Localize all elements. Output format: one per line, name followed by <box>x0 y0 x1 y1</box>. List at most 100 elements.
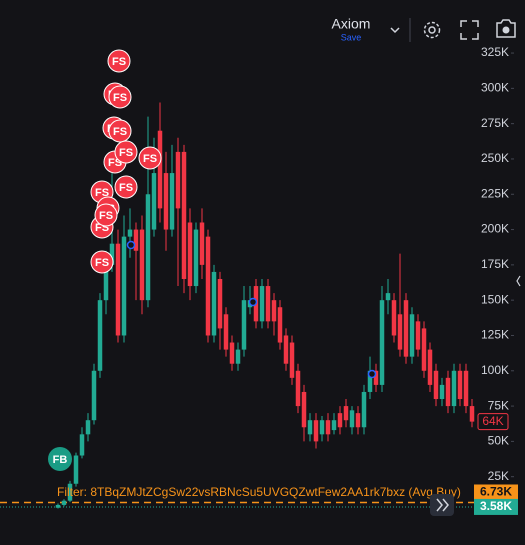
layout-name[interactable]: Axiom <box>332 16 371 32</box>
candle-body <box>181 151 187 279</box>
sell-marker-label: FS <box>112 56 126 68</box>
candle-body <box>415 321 421 350</box>
candle-body <box>133 229 139 251</box>
sell-marker <box>114 175 138 199</box>
candle-body <box>319 420 325 435</box>
candle-body <box>313 420 319 442</box>
candle-body <box>145 194 151 301</box>
sell-marker-label: FS <box>95 257 109 269</box>
sell-marker-label: FS <box>95 187 109 199</box>
scroll-button[interactable] <box>430 494 454 516</box>
candle-body <box>409 314 415 357</box>
candle-body <box>361 391 367 428</box>
candle-body <box>355 413 361 428</box>
sell-marker <box>108 85 132 109</box>
candle-body <box>139 229 145 301</box>
price-label: 3.58K <box>480 499 512 513</box>
candle-body <box>433 370 439 400</box>
candle-body <box>67 483 73 501</box>
y-tick-label: 75K <box>488 398 509 412</box>
snapshot-icon[interactable] <box>496 19 516 38</box>
candle-body <box>403 300 409 357</box>
sell-marker <box>94 203 118 227</box>
candle-body <box>175 151 181 209</box>
candle-body <box>157 130 163 209</box>
candle-body <box>91 370 97 421</box>
price-label: 64K <box>482 414 503 428</box>
candle-body <box>187 222 193 287</box>
candle-body <box>463 370 469 407</box>
candle-body <box>103 264 109 301</box>
settings-icon[interactable] <box>423 21 441 39</box>
candle-body <box>163 173 169 230</box>
sell-marker <box>107 49 131 73</box>
candle-body <box>199 222 205 265</box>
collapse-tab[interactable] <box>516 275 521 287</box>
price-label: 6.73K <box>480 485 512 499</box>
sell-marker-label: FS <box>119 182 133 194</box>
buy-marker-label: FB <box>53 454 68 466</box>
candle-body <box>289 342 295 378</box>
save-label[interactable]: Save <box>341 32 362 42</box>
price-label-box <box>474 498 518 515</box>
candle-body <box>397 314 403 350</box>
sell-marker-label: FS <box>99 210 113 222</box>
candle-body <box>385 293 391 301</box>
candle-body <box>265 286 271 322</box>
sell-marker-label: FS <box>119 147 133 159</box>
candle-body <box>439 384 445 400</box>
y-tick-label: 150K <box>481 292 509 306</box>
candle-body <box>217 278 223 329</box>
candle-body <box>211 271 217 336</box>
candle-body <box>283 335 289 364</box>
candle-body <box>73 455 79 484</box>
candle-body <box>301 391 307 428</box>
candle-body <box>373 370 379 385</box>
candle-body <box>97 300 103 371</box>
candle-body <box>337 413 343 428</box>
candle-body <box>205 236 211 336</box>
candle-body <box>427 349 433 385</box>
y-tick-label: 275K <box>481 116 509 130</box>
candle-body <box>79 434 85 456</box>
candle-body <box>445 377 451 407</box>
candle-body <box>271 300 277 322</box>
candle-body <box>229 342 235 364</box>
candle-body <box>109 243 115 265</box>
sell-marker-label: FS <box>143 153 157 165</box>
y-tick-label: 300K <box>481 81 509 95</box>
y-tick-label: 225K <box>481 186 509 200</box>
sell-marker-label: FS <box>113 92 127 104</box>
price-label-box <box>474 484 518 501</box>
candle-body <box>391 300 397 336</box>
candle-body <box>85 420 91 435</box>
candle-body <box>115 243 121 336</box>
candle-body <box>169 173 175 230</box>
sell-marker <box>114 140 138 164</box>
fullscreen-icon[interactable] <box>460 20 479 40</box>
entry-marker <box>126 240 136 250</box>
y-tick-label: 125K <box>481 328 509 342</box>
candle-body <box>55 504 61 508</box>
y-tick-label: 250K <box>481 151 509 165</box>
sell-marker <box>108 119 132 143</box>
plot-area: 25K 50K 75K 100K 125K 150K 175K 200K 225K 250K 275… <box>0 45 514 509</box>
candle-body <box>331 420 337 431</box>
candle-body <box>235 349 241 364</box>
buy-marker <box>48 447 72 471</box>
candle-body <box>367 370 373 392</box>
candle-body <box>193 229 199 287</box>
candle-body <box>295 370 301 407</box>
entry-marker <box>248 297 258 307</box>
candle-body <box>457 370 463 400</box>
candle-body <box>343 406 349 421</box>
candle-body <box>121 236 127 336</box>
sell-marker-label: FS <box>113 126 127 138</box>
dropdown-icon[interactable] <box>390 27 400 34</box>
y-tick-label: 325K <box>481 45 509 59</box>
candle-body <box>349 410 355 428</box>
y-tick-label: 175K <box>481 257 509 271</box>
